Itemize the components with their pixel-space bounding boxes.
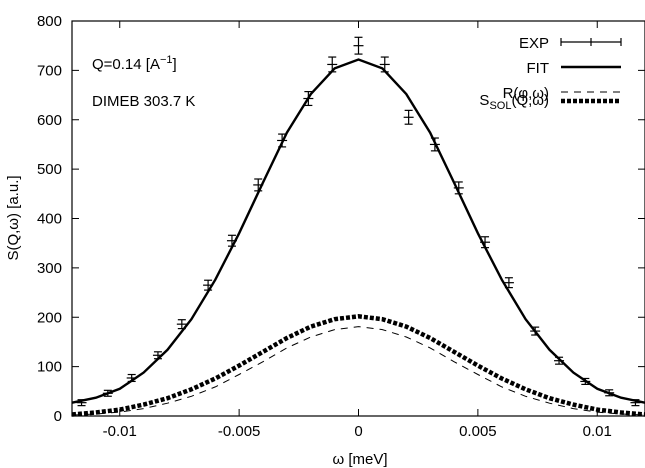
exp-data-point [554, 356, 565, 365]
exp-data-point [503, 277, 514, 289]
exp-data-point [76, 399, 87, 407]
exp-data-point [277, 133, 288, 148]
y-tick-label: 500 [37, 161, 62, 178]
y-axis-label: S(Q,ω) [a.u.] [5, 175, 22, 260]
legend-label-sol-main: S [479, 92, 489, 109]
q-annotation-sup: −1 [160, 54, 173, 66]
legend-sample-exp [560, 38, 622, 46]
exp-data-point [226, 234, 237, 247]
exp-data-point [530, 326, 541, 336]
exp-data-point [403, 109, 414, 125]
exp-data-point [353, 36, 364, 55]
legend-label-exp: EXP [519, 35, 549, 52]
exp-data-point [630, 399, 641, 407]
y-tick-label: 0 [54, 408, 62, 425]
q-annotation-close: ] [173, 56, 177, 73]
series-line [71, 326, 645, 416]
exp-data-point [176, 319, 187, 330]
exp-data-point [453, 181, 464, 195]
series-line [71, 314, 645, 417]
exp-data-point [152, 351, 163, 360]
x-axis-label: ω [meV] [332, 451, 387, 468]
x-tick-label: -0.01 [103, 423, 137, 440]
exp-data-point [327, 56, 338, 73]
ticks-layer: -0.01 -0.005 0 0.005 0.01 0 100 200 300 400 500 600… [37, 13, 645, 440]
exp-data-point [203, 279, 214, 291]
series-line [71, 58, 645, 404]
legend-label-sol: SSOL(Q,ω) [479, 92, 549, 112]
exp-data-point [126, 373, 137, 383]
exp-data-point [429, 137, 440, 152]
sample-annotation: DIMEB 303.7 K [92, 93, 195, 110]
y-tick-label: 700 [37, 62, 62, 79]
y-tick-label: 200 [37, 309, 62, 326]
exp-data-point [379, 56, 390, 73]
x-tick-label: 0.01 [583, 423, 612, 440]
legend-label-sol-args: (Q,ω) [511, 92, 549, 109]
exp-data-point [480, 236, 491, 249]
legend-label-sol-sub: SOL [489, 100, 511, 112]
legend-label-fit: FIT [527, 60, 550, 77]
q-annotation-main: Q=0.14 [A [92, 56, 160, 73]
y-tick-label: 100 [37, 359, 62, 376]
y-tick-label: 400 [37, 211, 62, 228]
y-tick-label: 600 [37, 112, 62, 129]
exp-data-point [303, 91, 314, 107]
legend: EXP FIT R(φ,ω) SSOL(Q,ω) [479, 35, 622, 112]
exp-data-point [253, 178, 264, 192]
exp-data-point [580, 377, 591, 385]
x-tick-label: 0 [354, 423, 362, 440]
x-tick-label: -0.005 [218, 423, 261, 440]
exp-data-point [102, 389, 113, 397]
y-tick-label: 800 [37, 13, 62, 30]
series-layer [71, 36, 645, 417]
y-tick-label: 300 [37, 260, 62, 277]
legend-label-res: R(φ,ω) [503, 85, 549, 102]
q-annotation: Q=0.14 [A−1] [92, 54, 177, 73]
exp-data-point [604, 389, 615, 397]
x-tick-label: 0.005 [459, 423, 497, 440]
